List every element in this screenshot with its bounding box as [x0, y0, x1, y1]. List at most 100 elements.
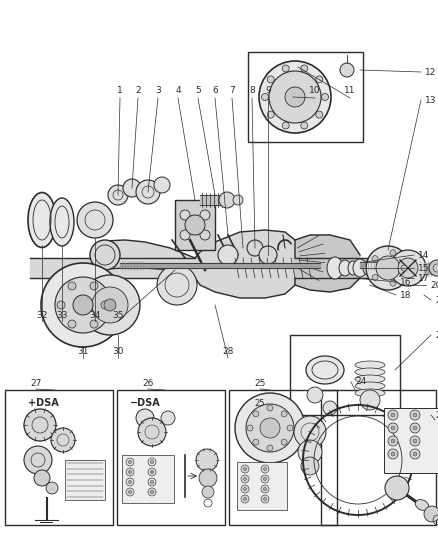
Text: 6: 6: [212, 85, 217, 94]
Circle shape: [409, 449, 419, 459]
Circle shape: [243, 478, 246, 481]
Circle shape: [41, 263, 125, 347]
Polygon shape: [359, 262, 414, 268]
Circle shape: [180, 230, 190, 240]
Text: 9: 9: [265, 85, 270, 94]
Circle shape: [157, 265, 197, 305]
Circle shape: [150, 481, 153, 483]
Circle shape: [423, 506, 438, 522]
Bar: [237, 462, 286, 510]
Bar: [290, 335, 399, 415]
Ellipse shape: [354, 389, 384, 397]
Circle shape: [263, 497, 266, 500]
Circle shape: [55, 277, 111, 333]
Text: −DSA: −DSA: [130, 398, 160, 408]
Circle shape: [263, 467, 266, 471]
Circle shape: [387, 410, 397, 420]
Circle shape: [150, 490, 153, 494]
Circle shape: [90, 282, 98, 290]
Circle shape: [390, 439, 394, 443]
Text: +DSA: +DSA: [28, 398, 59, 408]
Text: 1: 1: [117, 85, 123, 94]
Circle shape: [200, 210, 209, 220]
Circle shape: [390, 426, 394, 430]
Circle shape: [390, 452, 394, 456]
Circle shape: [390, 413, 394, 417]
Circle shape: [24, 409, 56, 441]
Circle shape: [138, 418, 166, 446]
Text: 25: 25: [254, 378, 265, 387]
Ellipse shape: [414, 499, 428, 511]
Circle shape: [397, 258, 417, 278]
Circle shape: [389, 250, 395, 256]
Circle shape: [400, 265, 406, 271]
Circle shape: [195, 449, 218, 471]
Circle shape: [300, 457, 318, 475]
Circle shape: [245, 404, 293, 452]
Text: 18: 18: [399, 290, 410, 300]
Circle shape: [409, 436, 419, 446]
Circle shape: [80, 275, 140, 335]
Circle shape: [126, 458, 134, 466]
Circle shape: [136, 409, 154, 427]
Text: 8: 8: [248, 85, 254, 94]
Polygon shape: [194, 230, 294, 298]
Polygon shape: [30, 258, 194, 278]
Circle shape: [128, 481, 131, 483]
Circle shape: [51, 428, 75, 452]
Circle shape: [282, 122, 289, 129]
Bar: [65, 460, 105, 500]
Circle shape: [387, 423, 397, 433]
Circle shape: [412, 439, 416, 443]
Circle shape: [315, 76, 322, 83]
Text: 33: 33: [56, 311, 67, 319]
Text: 5: 5: [194, 85, 201, 94]
Circle shape: [261, 475, 268, 483]
Circle shape: [261, 495, 268, 503]
Ellipse shape: [326, 257, 342, 279]
Circle shape: [201, 486, 213, 498]
Bar: [175, 200, 215, 250]
Circle shape: [240, 495, 248, 503]
Circle shape: [280, 439, 286, 445]
Ellipse shape: [305, 356, 343, 384]
Circle shape: [161, 411, 175, 425]
Circle shape: [57, 301, 65, 309]
Circle shape: [128, 490, 131, 494]
Circle shape: [46, 482, 58, 494]
Circle shape: [148, 468, 155, 476]
Circle shape: [384, 476, 408, 500]
Circle shape: [261, 465, 268, 473]
Circle shape: [375, 256, 399, 280]
Circle shape: [412, 413, 416, 417]
Circle shape: [261, 485, 268, 493]
Circle shape: [219, 192, 234, 208]
Polygon shape: [200, 195, 225, 205]
Text: 24: 24: [354, 377, 365, 386]
Circle shape: [240, 475, 248, 483]
Bar: [117, 390, 225, 525]
Circle shape: [200, 230, 209, 240]
Polygon shape: [105, 240, 194, 278]
Circle shape: [154, 177, 170, 193]
Text: 16: 16: [399, 278, 410, 287]
Text: 12: 12: [424, 68, 435, 77]
Circle shape: [34, 470, 50, 486]
Text: 25: 25: [254, 399, 265, 408]
Circle shape: [321, 93, 328, 101]
Polygon shape: [294, 235, 359, 292]
Circle shape: [371, 274, 377, 280]
Text: 30: 30: [112, 348, 124, 357]
Circle shape: [148, 488, 155, 496]
Circle shape: [68, 320, 76, 328]
Bar: [383, 408, 438, 473]
Circle shape: [365, 246, 409, 290]
Bar: [320, 390, 435, 525]
Circle shape: [428, 260, 438, 276]
Ellipse shape: [352, 259, 366, 277]
Circle shape: [286, 425, 292, 431]
Text: 4: 4: [175, 85, 180, 94]
Circle shape: [258, 61, 330, 133]
Circle shape: [73, 295, 93, 315]
Text: 14: 14: [417, 251, 428, 260]
